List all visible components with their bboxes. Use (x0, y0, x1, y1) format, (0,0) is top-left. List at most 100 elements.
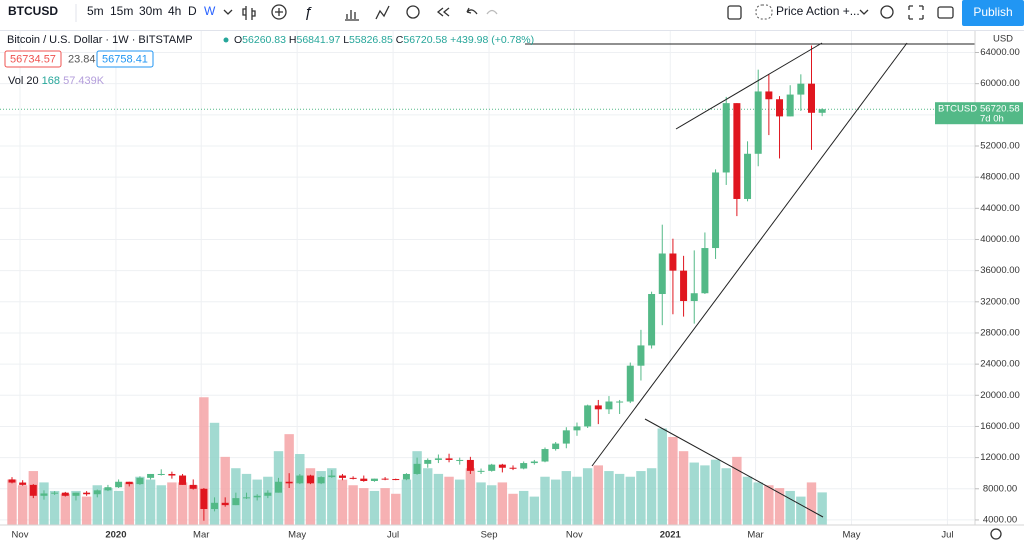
volume-bar (753, 482, 763, 525)
volume-title: Vol 20 (8, 75, 39, 87)
ask-box[interactable] (96, 50, 154, 68)
cloud-icon (755, 4, 773, 20)
candle-body (530, 461, 538, 464)
volume-bar (327, 468, 337, 525)
bid-box[interactable] (4, 50, 62, 68)
ohlc-value: 56260.83 (242, 34, 286, 46)
candle-body (296, 475, 304, 484)
fx-icon[interactable]: ƒ (304, 4, 312, 21)
volume-bar (209, 422, 220, 525)
candle-body (125, 481, 133, 485)
compare-icon[interactable] (375, 5, 390, 20)
alert-icon[interactable] (406, 5, 420, 19)
candle-body (669, 253, 677, 271)
status-dot (223, 37, 229, 43)
candle-body (413, 463, 421, 474)
chart-type-icon[interactable] (242, 6, 256, 20)
volume-bar (614, 473, 625, 525)
candle-body (232, 498, 240, 506)
template-name[interactable]: Price Action +... (776, 4, 860, 18)
candle-body (360, 478, 368, 481)
volume-bar (636, 471, 646, 525)
candle-body (8, 479, 16, 483)
interval[interactable]: D (188, 4, 197, 18)
candle-body (733, 103, 741, 199)
candle-body (51, 492, 59, 494)
volume-bar (518, 490, 529, 525)
dropdown-icon[interactable] (223, 9, 233, 15)
y-tick-label: 12000.00 (980, 452, 1020, 463)
candle-body (402, 473, 410, 480)
candle-body (179, 475, 187, 485)
candle-body (594, 405, 602, 410)
volume-bar (774, 488, 785, 525)
volume-bar (455, 479, 465, 525)
volume-bar (412, 451, 422, 525)
ohlc-value: 56841.97 (296, 34, 340, 46)
volume-bar (135, 476, 145, 525)
volume-bar (689, 462, 699, 525)
volume-bar (817, 492, 827, 525)
settings-icon[interactable] (880, 5, 894, 19)
candle-body (317, 477, 325, 484)
volume-bar (380, 488, 390, 525)
candle-body (488, 464, 496, 471)
candle-body (722, 103, 730, 173)
volume-value: 57.439K (63, 75, 105, 87)
candle-body (200, 488, 208, 510)
candle-body (509, 467, 517, 469)
ohlc: O56260.83 H56841.97 L55826.85 C56720.58 … (234, 34, 534, 46)
x-tick-label: Sep (481, 530, 498, 541)
y-tick-label: 64000.00 (980, 47, 1020, 58)
ohlc-label: H (289, 34, 297, 46)
axis-settings-icon[interactable] (990, 528, 1002, 540)
candle-body (338, 475, 346, 478)
replay-icon[interactable] (436, 7, 450, 17)
volume-bar (550, 479, 561, 525)
volume-bar (124, 482, 134, 525)
undo-icon[interactable] (466, 7, 478, 15)
interval[interactable]: 30m (139, 4, 162, 18)
indicator-add-icon[interactable] (271, 4, 287, 20)
x-tick-label: Jul (387, 530, 399, 541)
volume-bar (103, 488, 113, 525)
x-tick-label: Jul (941, 530, 953, 541)
interval[interactable]: 4h (168, 4, 181, 18)
x-tick-label: Mar (193, 530, 209, 541)
candle-body (370, 478, 378, 481)
candle-body (424, 459, 432, 464)
candle-body (434, 458, 442, 460)
snapshot-icon[interactable] (937, 6, 954, 19)
fullscreen-icon[interactable] (908, 5, 924, 20)
price-tag-value: 56720.58 (980, 104, 1020, 115)
candle-body (541, 449, 549, 462)
candle-body (637, 345, 645, 366)
candle-body (808, 83, 815, 113)
candle-body (562, 430, 570, 444)
volume-bar (561, 471, 572, 525)
candle-body (626, 365, 634, 402)
candle-body (285, 481, 293, 484)
candle-body (754, 91, 762, 154)
interval-active[interactable]: W (204, 4, 216, 18)
volume-bar (113, 490, 124, 525)
symbol[interactable]: BTCUSD (8, 4, 58, 18)
volume-bar (742, 476, 753, 525)
candle-layer (8, 45, 826, 521)
dropdown-icon[interactable] (859, 9, 869, 15)
candle-body (648, 294, 656, 346)
layout-icon[interactable] (727, 5, 742, 20)
redo-icon[interactable] (486, 9, 498, 15)
ohlc-label: O (234, 34, 242, 46)
volume-bar (92, 485, 102, 525)
financials-icon[interactable] (345, 10, 359, 21)
candle-body (264, 492, 272, 496)
interval[interactable]: 5m (87, 4, 104, 18)
grid (0, 31, 975, 525)
price-tag-box (935, 102, 1023, 125)
publish-button[interactable] (962, 0, 1024, 26)
volume-bar (625, 476, 635, 525)
interval[interactable]: 15m (110, 4, 133, 18)
trendline (591, 42, 908, 467)
